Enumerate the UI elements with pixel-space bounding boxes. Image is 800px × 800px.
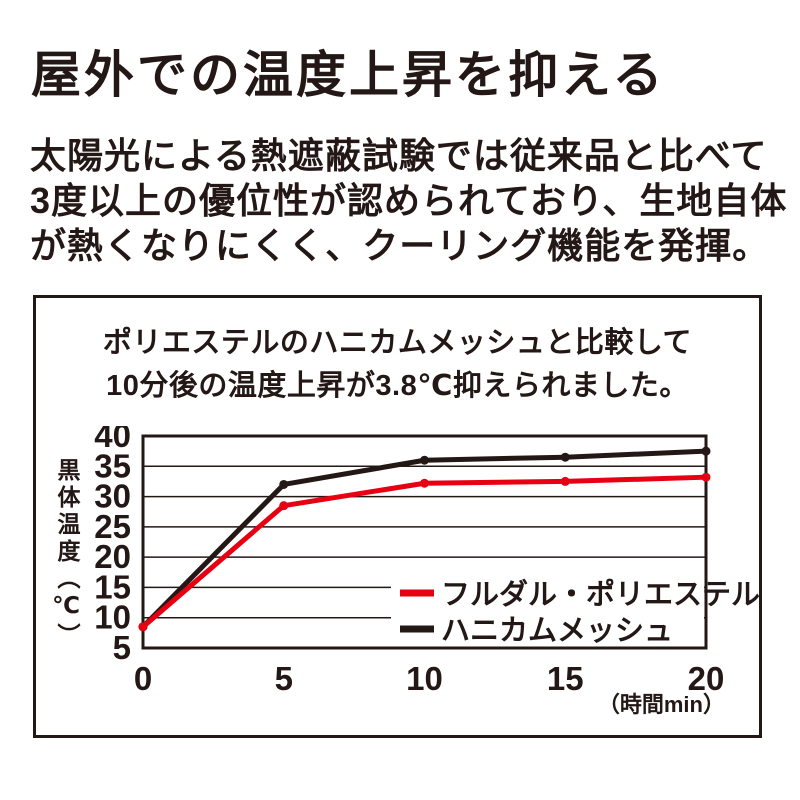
data-point <box>138 622 148 632</box>
plot-border <box>141 434 708 650</box>
y-tick-label: 30 <box>94 478 131 515</box>
y-tick-label: 5 <box>113 629 131 666</box>
y-axis-title: 黒体温度（℃） <box>54 458 80 650</box>
legend-label: ハニカムメッシュ <box>441 615 673 647</box>
y-tick-label: 20 <box>94 538 131 575</box>
intro-line: が熱くなりにくく、クーリング機能を発揮。 <box>30 225 770 266</box>
chart: 黒体温度（℃） 40 35 30 25 20 15 10 5 0 5 10 15 20 （時間min） フル… <box>39 426 759 734</box>
intro-text: 太陽光による熱遮蔽試験では従来品と比べて 3度以上の優位性が認められており、生地… <box>30 133 787 268</box>
y-tick-label: 35 <box>94 447 131 484</box>
chart-heading: ポリエステルのハニカムメッシュと比較して 10分後の温度上昇が3.8℃抑えられま… <box>36 322 759 408</box>
chart-heading-line: ポリエステルのハニカムメッシュと比較して <box>102 327 693 359</box>
data-point <box>420 455 429 465</box>
y-tick-label: 10 <box>94 599 131 636</box>
data-point <box>279 479 289 489</box>
legend-background <box>391 576 704 646</box>
x-tick-label: 0 <box>134 660 152 697</box>
x-tick-label: 20 <box>688 660 725 697</box>
y-tick-label: 15 <box>94 568 131 605</box>
y-tick-label: 40 <box>94 426 131 454</box>
data-point <box>420 478 429 488</box>
data-point <box>560 452 570 462</box>
x-tick-label: 10 <box>406 660 443 697</box>
x-tick-label: 15 <box>547 660 584 697</box>
data-point <box>701 446 711 456</box>
y-tick-label: 25 <box>94 508 131 545</box>
data-point <box>279 501 289 511</box>
intro-line: 3度以上の優位性が認められており、生地自体 <box>30 180 788 221</box>
data-point <box>701 472 711 482</box>
intro-line: 太陽光による熱遮蔽試験では従来品と比べて <box>30 135 768 176</box>
data-point <box>560 476 570 486</box>
chart-heading-line: 10分後の温度上昇が3.8℃抑えられました。 <box>106 370 689 402</box>
legend-label: フルダル・ポリエステル <box>441 577 759 611</box>
page-title: 屋外での温度上昇を抑える <box>31 47 666 103</box>
x-axis-unit-label: （時間min） <box>598 692 725 717</box>
x-tick-label: 5 <box>275 660 293 697</box>
comparison-box: ポリエステルのハニカムメッシュと比較して 10分後の温度上昇が3.8℃抑えられま… <box>33 295 762 738</box>
